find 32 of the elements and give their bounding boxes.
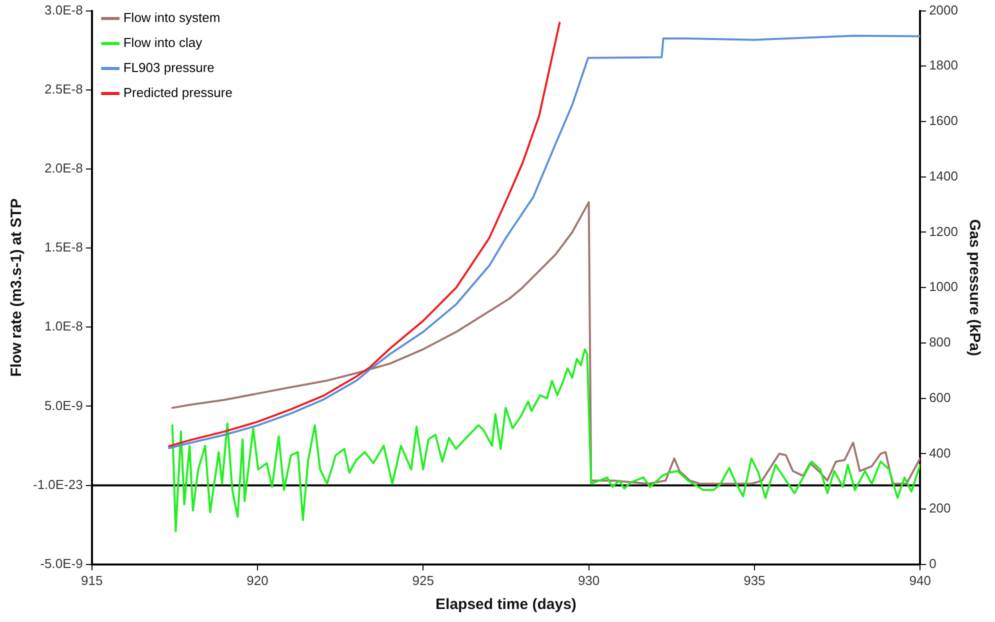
x-axis-title: Elapsed time (days) bbox=[436, 596, 576, 614]
x-tick-label: 930 bbox=[578, 572, 600, 588]
x-tick-label: 940 bbox=[909, 572, 931, 588]
y2-tick-label: 0 bbox=[929, 556, 936, 571]
y-tick-label: -1.0E-23 bbox=[32, 476, 83, 492]
y2-tick-label: 2000 bbox=[929, 2, 958, 18]
x-tick-label: 925 bbox=[412, 572, 434, 588]
y-tick-label: 1.5E-8 bbox=[44, 240, 83, 255]
y-tick-label: -5.0E-9 bbox=[40, 556, 83, 571]
y2-tick-label: 1200 bbox=[929, 224, 958, 239]
y2-tick-label: 800 bbox=[929, 334, 951, 350]
legend-label: Flow into clay bbox=[123, 35, 203, 50]
legend-label: Flow into system bbox=[123, 10, 220, 26]
legend-label: FL903 pressure bbox=[123, 60, 214, 76]
y2-tick-label: 600 bbox=[929, 390, 951, 405]
y2-tick-label: 1400 bbox=[929, 168, 958, 184]
y-tick-label: 2.5E-8 bbox=[44, 81, 83, 96]
y2-tick-label: 400 bbox=[929, 445, 951, 460]
y2-axis-title: Gas pressure (kPa) bbox=[966, 219, 983, 356]
x-tick-label: 935 bbox=[744, 572, 766, 588]
x-tick-label: 920 bbox=[246, 572, 268, 588]
x-tick-label: 915 bbox=[81, 572, 103, 588]
y2-tick-label: 1800 bbox=[929, 58, 958, 73]
y2-tick-label: 200 bbox=[929, 500, 951, 516]
y-tick-label: 3.0E-8 bbox=[44, 2, 83, 18]
y2-tick-label: 1600 bbox=[929, 113, 958, 128]
legend-label: Predicted pressure bbox=[123, 85, 232, 100]
y2-tick-label: 1000 bbox=[929, 279, 958, 294]
y-tick-label: 5.0E-9 bbox=[44, 398, 83, 413]
y-tick-label: 1.0E-8 bbox=[44, 318, 83, 334]
y-tick-label: 2.0E-8 bbox=[44, 160, 83, 176]
y-axis-title: Flow rate (m3.s-1) at STP bbox=[8, 198, 26, 377]
